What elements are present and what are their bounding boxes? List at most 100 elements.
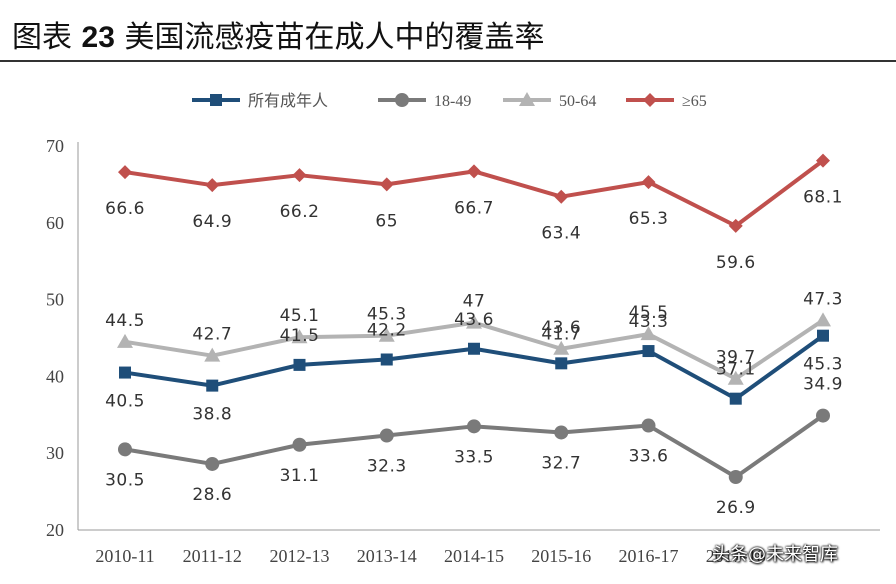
y-tick-label: 70 bbox=[46, 136, 64, 156]
data-label: 28.6 bbox=[192, 485, 232, 505]
data-label: 63.4 bbox=[541, 224, 581, 244]
data-point bbox=[206, 379, 219, 392]
data-label: 44.5 bbox=[105, 311, 145, 331]
data-label: 39.7 bbox=[716, 348, 756, 368]
legend-label: 18-49 bbox=[434, 93, 471, 110]
legend-label: 50-64 bbox=[559, 93, 596, 110]
chart-axes: 20 30 40 50 60 70 2010-11 2011-12 2012-13 2013-14… bbox=[46, 136, 880, 566]
data-label: 45.3 bbox=[367, 305, 407, 325]
data-point bbox=[467, 164, 481, 179]
data-point bbox=[554, 189, 569, 204]
data-label: 41.7 bbox=[541, 324, 581, 344]
legend-marker bbox=[643, 93, 657, 107]
data-point bbox=[378, 327, 395, 342]
data-label: 38.8 bbox=[192, 405, 232, 425]
data-point bbox=[640, 326, 657, 341]
data-point bbox=[728, 470, 743, 485]
data-label: 33.5 bbox=[454, 447, 494, 467]
data-point bbox=[641, 418, 656, 433]
data-label: 64.9 bbox=[192, 212, 232, 232]
data-point bbox=[553, 340, 570, 355]
data-point bbox=[817, 329, 829, 342]
data-point bbox=[467, 419, 481, 434]
data-label: 68.1 bbox=[803, 188, 843, 208]
title-number: 23 bbox=[81, 21, 115, 54]
data-point bbox=[729, 392, 742, 405]
data-label: 45.5 bbox=[629, 303, 669, 323]
x-tick-label: 2012-13 bbox=[270, 546, 330, 566]
data-label: 31.1 bbox=[280, 466, 320, 486]
data-label: 47.3 bbox=[803, 289, 843, 309]
y-tick-label: 50 bbox=[46, 290, 64, 310]
data-label: 32.7 bbox=[541, 453, 581, 473]
legend: 所有成年人 18-49 50-64 ≥65 bbox=[192, 92, 707, 110]
data-label: 34.9 bbox=[803, 375, 843, 395]
data-point bbox=[728, 218, 743, 233]
title-text: 美国流感疫苗在成人中的覆盖率 bbox=[124, 20, 545, 55]
data-label: 26.9 bbox=[716, 498, 756, 518]
x-tick-label: 2011-12 bbox=[183, 546, 242, 566]
data-label: 33.6 bbox=[629, 447, 669, 467]
data-label: 42.2 bbox=[367, 321, 407, 341]
data-point bbox=[468, 342, 480, 355]
title-prefix: 图表 bbox=[12, 20, 72, 55]
legend-label: ≥65 bbox=[682, 93, 707, 110]
data-point bbox=[292, 437, 307, 452]
data-label: 32.3 bbox=[367, 457, 407, 477]
data-point bbox=[117, 333, 133, 348]
legend-marker bbox=[395, 93, 409, 107]
data-label: 65 bbox=[375, 211, 398, 231]
data-label: 37.1 bbox=[716, 360, 756, 380]
data-point bbox=[816, 153, 830, 168]
data-label: 59.6 bbox=[716, 253, 756, 273]
data-point bbox=[641, 175, 656, 190]
data-label: 65.3 bbox=[629, 209, 669, 229]
data-point bbox=[204, 347, 221, 362]
data-point bbox=[727, 370, 744, 385]
legend-marker bbox=[519, 92, 535, 106]
data-point bbox=[642, 345, 655, 358]
y-tick-label: 60 bbox=[46, 213, 64, 233]
data-label: 43.3 bbox=[629, 312, 669, 332]
data-label: 43.6 bbox=[454, 310, 494, 330]
data-label: 42.7 bbox=[192, 325, 232, 345]
data-label: 45.3 bbox=[803, 355, 843, 375]
series-lines bbox=[117, 153, 831, 485]
data-point bbox=[379, 428, 394, 443]
data-label: 40.5 bbox=[105, 392, 145, 412]
x-tick-label: 2015-16 bbox=[531, 546, 591, 566]
data-point bbox=[380, 353, 393, 366]
data-point bbox=[291, 329, 308, 344]
x-tick-label: 2017-18 bbox=[706, 546, 766, 566]
watermark: 头条@未来智库 bbox=[712, 544, 838, 565]
x-tick-label: 2013-14 bbox=[357, 546, 417, 566]
data-point bbox=[293, 358, 306, 371]
data-point bbox=[118, 442, 132, 457]
x-tick-label: 2010-11 bbox=[95, 546, 154, 566]
data-label: 66.7 bbox=[454, 198, 494, 218]
chart-title: 图表 23 美国流感疫苗在成人中的覆盖率 bbox=[12, 12, 544, 56]
data-labels: 40.538.841.5 42.243.641.743.337.1 45.330.5… bbox=[105, 188, 843, 518]
title-rule bbox=[0, 60, 896, 62]
data-point bbox=[379, 177, 394, 192]
data-label: 45.1 bbox=[280, 306, 320, 326]
legend-label: 所有成年人 bbox=[248, 92, 328, 110]
data-point bbox=[118, 165, 132, 180]
data-point bbox=[205, 178, 220, 193]
x-tick-label: 2016-17 bbox=[619, 546, 679, 566]
data-label: 41.5 bbox=[280, 326, 320, 346]
data-label: 66.2 bbox=[280, 202, 320, 222]
data-point bbox=[119, 366, 131, 379]
data-label: 43.6 bbox=[541, 318, 581, 338]
data-label: 30.5 bbox=[105, 470, 145, 490]
data-point bbox=[292, 168, 307, 183]
data-point bbox=[816, 408, 830, 423]
data-point bbox=[466, 314, 482, 329]
y-tick-label: 40 bbox=[46, 366, 64, 386]
y-tick-label: 30 bbox=[46, 443, 64, 463]
x-tick-label: 2014-15 bbox=[444, 546, 504, 566]
data-point bbox=[815, 312, 831, 327]
data-point bbox=[554, 425, 569, 440]
y-tick-label: 20 bbox=[46, 520, 64, 540]
